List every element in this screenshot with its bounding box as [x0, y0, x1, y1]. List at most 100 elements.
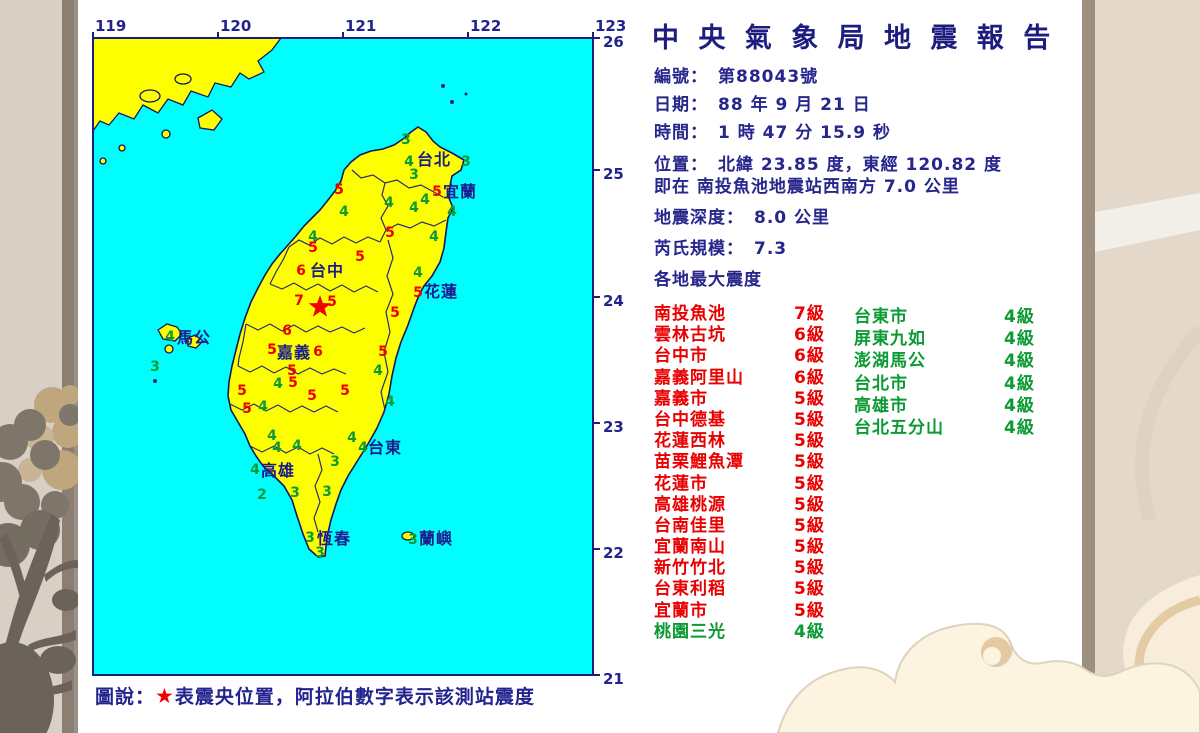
- station-name: 新竹竹北: [654, 558, 726, 579]
- map-station-intensity: 4: [272, 440, 282, 456]
- station-name: 南投魚池: [654, 304, 726, 324]
- intensity-row: 台東利稻 5級: [654, 574, 854, 599]
- map-station-intensity: 4: [292, 438, 302, 454]
- map-place-label: 台東: [368, 438, 402, 457]
- station-intensity-level: 5級: [794, 537, 825, 558]
- intensity-section-heading: 各地最大震度: [654, 270, 762, 290]
- map-place-label: 嘉義: [276, 343, 311, 362]
- map-station-intensity: 4: [339, 204, 349, 220]
- map-station-intensity: 3: [401, 132, 411, 148]
- field-magnitude-label: 芮氏規模：: [654, 239, 744, 259]
- map-station-intensity: 6: [282, 323, 292, 339]
- map-place-label: 宜蘭: [443, 182, 477, 201]
- map-station-intensity: 4: [165, 329, 175, 345]
- field-time: 時間： 1 時 47 分 15.9 秒: [654, 118, 891, 143]
- map-station-intensity: 4: [267, 428, 277, 444]
- map-place-label: 高雄: [261, 461, 295, 480]
- station-name: 屏東九如: [854, 329, 926, 350]
- field-time-value: 1 時 47 分 15.9 秒: [718, 123, 892, 143]
- intensity-row: 雲林古坑 6級: [654, 320, 854, 345]
- map-station-intensity: 4: [413, 265, 423, 281]
- intensity-row: 台中市 6級: [654, 341, 854, 366]
- wave-decoration: [776, 622, 1200, 733]
- station-intensity-level: 5級: [794, 558, 825, 579]
- map-station-intensity: 3: [290, 485, 300, 501]
- intensity-column-right: 台東市 4級 屏東九如 4級 澎湖馬公 4級 台北市 4級 高雄市 4級 台北五分山 4級: [854, 302, 1054, 438]
- county-boundaries: [229, 169, 447, 533]
- station-name: 嘉義阿里山: [654, 367, 744, 388]
- legend-text: 表震央位置，阿拉伯數字表示該測站震度: [174, 686, 535, 708]
- field-location-label: 位置：: [654, 155, 708, 175]
- field-date-label: 日期：: [654, 95, 708, 115]
- map-place-label: 恆春: [316, 529, 351, 548]
- field-magnitude-value: 7.3: [754, 239, 788, 259]
- field-date: 日期： 88 年 9 月 21 日: [654, 90, 871, 115]
- field-location: 位置： 北緯 23.85 度，東經 120.82 度: [654, 150, 1002, 175]
- map-station-intensity: 4: [273, 376, 283, 392]
- taiwan-island: [227, 126, 465, 558]
- station-intensity-level: 5級: [794, 452, 825, 473]
- field-location-value: 北緯 23.85 度，東經 120.82 度: [718, 155, 1003, 175]
- map-station-intensity: 5: [378, 344, 388, 360]
- tree-silhouette-graphic: [0, 0, 78, 733]
- map-station-intensity: 3: [305, 530, 315, 546]
- station-intensity-level: 5級: [794, 515, 825, 536]
- map-legend: 圖說：★表震央位置，阿拉伯數字表示該測站震度: [95, 682, 535, 709]
- station-intensity-level: 6級: [794, 367, 825, 388]
- intensity-row: 宜蘭市 5級: [654, 596, 854, 621]
- station-name: 台中市: [654, 346, 708, 367]
- station-name: 台東利稻: [654, 579, 726, 600]
- field-location-detail: 即在 南投魚池地震站西南方 7.0 公里: [654, 172, 960, 197]
- station-intensity-level: 4級: [1004, 417, 1035, 438]
- station-intensity-level: 4級: [1004, 373, 1035, 394]
- map-place-label: 台中: [310, 261, 344, 280]
- lat-tick-label: 26: [603, 33, 624, 51]
- map-station-intensity: 5: [385, 225, 395, 241]
- report-title: 中 央 氣 象 局 地 震 報 告: [652, 23, 1056, 54]
- map-station-intensity: 5: [237, 383, 247, 399]
- lat-tick-label: 23: [603, 418, 624, 436]
- intensity-row: 高雄市 4級: [854, 391, 1054, 416]
- field-location-detail-value: 即在 南投魚池地震站西南方 7.0 公里: [654, 177, 960, 197]
- intensity-column-left: 南投魚池 7級 雲林古坑 6級 台中市 6級 嘉義阿里山 6級 嘉義市 5級 台中德基 5級 花蓮西林 5…: [654, 299, 854, 642]
- map-station-intensity: 4: [420, 192, 430, 208]
- field-depth-label: 地震深度：: [654, 208, 744, 228]
- map-station-intensity: 3: [330, 454, 340, 470]
- intensity-row: 台北五分山 4級: [854, 413, 1054, 438]
- station-intensity-level: 5級: [794, 494, 825, 515]
- map-station-intensity: 7: [294, 293, 304, 309]
- map-station-intensity: 5: [432, 184, 442, 200]
- intensity-row: 新竹竹北 5級: [654, 553, 854, 578]
- station-name: 花蓮市: [654, 473, 708, 494]
- map-station-intensity: 5: [242, 401, 252, 417]
- intensity-row: 宜蘭南山 5級: [654, 532, 854, 557]
- station-intensity-level: 4級: [1004, 307, 1035, 327]
- map-station-intensity: 3: [150, 359, 160, 375]
- map-station-intensity: 4: [385, 394, 395, 410]
- map-station-intensity: 5: [340, 383, 350, 399]
- epicenter-star-symbol: ★: [155, 684, 175, 708]
- field-serial-label: 編號：: [654, 67, 708, 87]
- station-name: 宜蘭南山: [654, 537, 726, 558]
- map-station-intensity: 2: [257, 487, 267, 503]
- station-name: 台南佳里: [654, 515, 726, 536]
- epicenter-star: [308, 295, 332, 317]
- intensity-row: 屏東九如 4級: [854, 324, 1054, 350]
- map-station-intensity: 4: [409, 200, 419, 216]
- intensity-row: 苗栗鯉魚潭 5級: [654, 447, 854, 472]
- intensity-row: 花蓮西林 5級: [654, 426, 854, 451]
- station-name: 台東市: [854, 307, 908, 327]
- intensity-row: 澎湖馬公 4級: [854, 346, 1054, 371]
- map-station-intensity: 5: [308, 240, 318, 256]
- map-station-intensity: 4: [404, 154, 414, 170]
- intensity-row: 南投魚池 7級: [654, 299, 854, 324]
- left-decoration: [0, 0, 78, 733]
- station-name: 桃園三光: [654, 621, 726, 642]
- station-name: 花蓮西林: [654, 431, 726, 452]
- lon-tick-label: 121: [345, 17, 376, 35]
- map-station-intensity: 5: [267, 342, 277, 358]
- field-time-label: 時間：: [654, 123, 708, 143]
